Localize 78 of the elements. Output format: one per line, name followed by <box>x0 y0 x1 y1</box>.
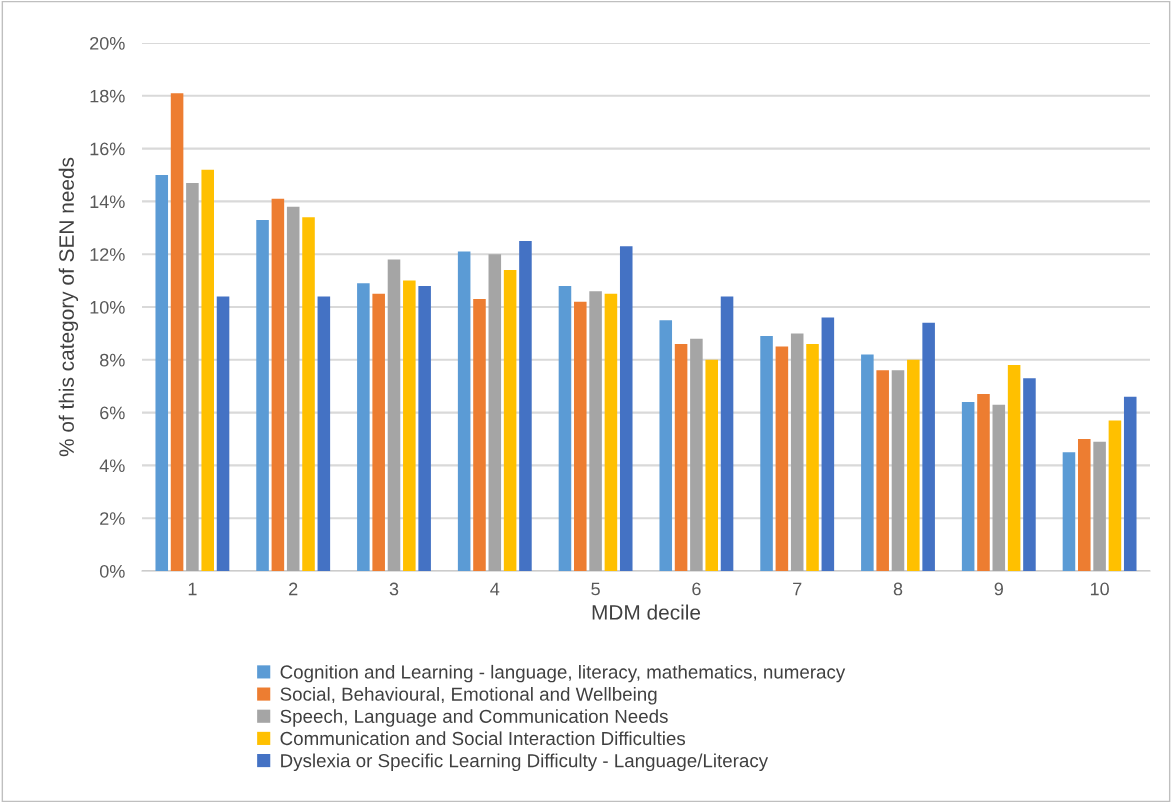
bar <box>1078 439 1091 571</box>
bar <box>876 370 889 571</box>
bar <box>519 241 532 571</box>
bar <box>503 270 517 571</box>
y-tick-label: 12% <box>90 248 125 261</box>
bar <box>861 354 874 571</box>
bar <box>720 296 734 571</box>
bar <box>1062 452 1076 571</box>
bar <box>1093 441 1106 571</box>
x-tick-label: 10 <box>1090 582 1109 596</box>
bar <box>992 404 1006 571</box>
y-tick-label: 8% <box>100 353 125 367</box>
bar <box>201 169 214 571</box>
x-tick-label: 2 <box>289 582 298 596</box>
y-tick-label: 0% <box>99 564 125 578</box>
bar <box>790 333 804 571</box>
bar <box>1007 365 1021 571</box>
y-axis-title: % of this category of SEN needs <box>58 157 79 457</box>
bar <box>690 338 703 571</box>
bar <box>1123 396 1137 571</box>
bar <box>155 175 169 571</box>
bar <box>977 394 990 571</box>
bar <box>589 291 602 571</box>
bar <box>302 217 315 571</box>
y-tick-label: 18% <box>90 89 125 103</box>
bar <box>760 336 773 571</box>
y-tick-label: 10% <box>90 300 125 314</box>
bar <box>387 259 401 571</box>
bar <box>775 346 789 571</box>
legend-label: Communication and Social Interaction Difficulties <box>280 731 686 746</box>
bar <box>907 359 920 571</box>
y-tick-label: 20% <box>90 36 125 50</box>
bar <box>372 293 385 571</box>
y-tick-label: 16% <box>90 142 125 156</box>
bar <box>170 93 184 571</box>
x-tick-label: 4 <box>490 582 500 596</box>
bar <box>271 198 285 571</box>
x-tick-label: 1 <box>188 582 197 596</box>
legend-label: Social, Behavioural, Emotional and Wellbeing <box>280 687 657 705</box>
bar <box>317 296 331 571</box>
bar <box>357 283 370 571</box>
x-tick-label: 7 <box>793 582 802 596</box>
legend-label: Speech, Language and Communication Needs <box>280 709 668 727</box>
bar <box>488 254 502 571</box>
x-tick-label: 9 <box>994 582 1003 596</box>
y-tick-label: 14% <box>90 195 125 209</box>
bar <box>705 359 718 571</box>
bar <box>619 246 633 571</box>
x-tick-label: 3 <box>389 582 399 596</box>
legend-label: Cognition and Learning - language, literacy, mathematics, numeracy <box>280 664 846 683</box>
bar <box>604 293 618 571</box>
bar <box>821 317 835 571</box>
bar <box>418 285 431 571</box>
y-tick-label: 4% <box>99 459 125 473</box>
bar <box>659 320 673 571</box>
x-tick-label: 6 <box>692 582 701 596</box>
bar <box>216 296 230 571</box>
bar <box>674 343 688 571</box>
bar <box>286 206 300 571</box>
bar <box>806 343 819 571</box>
bar <box>256 219 269 571</box>
bar <box>403 280 416 571</box>
bar <box>473 299 486 571</box>
bar <box>558 285 572 571</box>
bar <box>922 322 935 571</box>
bar <box>961 402 975 571</box>
bar <box>1023 378 1036 571</box>
bar <box>1108 420 1122 571</box>
y-tick-label: 6% <box>100 406 125 420</box>
legend-label: Dyslexia or Specific Learning Difficulty - Language/Literacy <box>281 753 769 772</box>
bar <box>186 182 199 571</box>
bar <box>891 370 905 571</box>
x-tick-label: 5 <box>591 582 600 596</box>
x-axis-title: MDM decile <box>592 604 701 620</box>
bar <box>457 251 471 571</box>
y-tick-label: 2% <box>100 512 125 525</box>
x-tick-label: 8 <box>893 582 903 596</box>
bar <box>574 301 587 571</box>
